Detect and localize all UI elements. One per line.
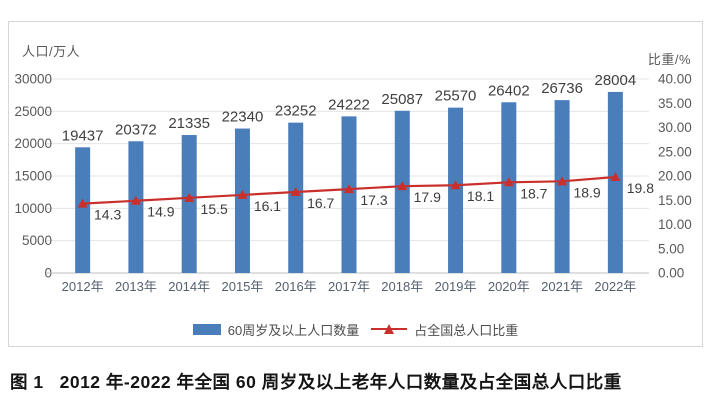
bar-value-label: 28004 [595, 72, 637, 89]
bar [288, 122, 304, 273]
bar [607, 91, 623, 273]
left-axis-tick-label: 30000 [14, 72, 52, 87]
chart-legend: 60周岁及以上人口数量 占全国总人口比重 [9, 320, 702, 338]
right-axis-title: 比重/% [647, 52, 691, 67]
bar [75, 147, 91, 273]
bar [501, 102, 517, 274]
line-value-label: 16.7 [307, 195, 334, 211]
figure-number: 图 1 [10, 372, 44, 392]
right-axis-tick-label: 15.00 [658, 193, 692, 208]
right-axis-tick-label: 35.00 [658, 96, 692, 111]
bar-value-label: 25570 [435, 88, 477, 105]
bar-value-label: 24222 [328, 96, 370, 113]
legend-item-bar-series: 60周岁及以上人口数量 [192, 320, 360, 339]
bar-value-label: 21335 [168, 115, 210, 132]
figure-caption: 图 1 2012 年-2022 年全国 60 周岁及以上老年人口数量及占全国总人口… [10, 369, 710, 394]
x-axis-label: 2015年 [221, 279, 263, 294]
x-axis-label: 2012年 [62, 279, 104, 294]
right-axis-tick-label: 5.00 [658, 241, 684, 256]
line-value-label: 14.3 [94, 207, 121, 223]
x-axis-label: 2019年 [435, 279, 477, 294]
x-axis-label: 2016年 [275, 279, 317, 294]
legend-label-line-series: 占全国总人口比重 [414, 322, 519, 338]
right-axis-tick-label: 20.00 [658, 169, 692, 184]
line-marker-icon [397, 181, 408, 191]
x-axis-label: 2014年 [168, 279, 210, 294]
bar-value-label: 22340 [222, 109, 264, 126]
x-axis-label: 2022年 [594, 279, 636, 294]
bar-value-label: 20372 [115, 121, 157, 138]
left-axis-tick-label: 5000 [22, 233, 52, 248]
line-marker-icon [344, 184, 354, 194]
legend-item-line-series: 占全国总人口比重 [371, 320, 518, 339]
combo-chart-plot: 0500010000150002000025000300000.005.0010… [14, 72, 692, 295]
line-marker-icon [503, 177, 514, 187]
bar [448, 107, 464, 273]
line-value-label: 18.1 [467, 188, 494, 204]
x-axis-label: 2018年 [381, 279, 423, 294]
bar [554, 100, 570, 273]
line-value-label: 19.8 [627, 180, 654, 196]
right-axis-tick-label: 30.00 [658, 120, 692, 135]
line-value-label: 18.9 [573, 184, 600, 200]
bar-value-label: 25087 [381, 91, 423, 108]
bar [181, 135, 197, 273]
bar [394, 110, 410, 273]
bar-value-label: 26402 [488, 82, 530, 99]
line-marker-icon [130, 195, 141, 205]
bar [234, 128, 250, 273]
line-marker-icon [557, 176, 568, 186]
x-axis-label: 2017年 [328, 279, 370, 294]
legend-label-bar-series: 60周岁及以上人口数量 [227, 322, 360, 338]
chart-area: 人口/万人 比重/% 0 5000 10000 15000 20000 25000 3000… [8, 21, 703, 347]
right-axis-tick-label: 25.00 [658, 144, 692, 159]
figure-title: 2012 年-2022 年全国 60 周岁及以上老年人口数量及占全国总人口比重 [59, 372, 622, 392]
line-marker-icon [237, 189, 248, 199]
line-marker-icon [610, 171, 621, 181]
line-value-label: 15.5 [201, 201, 228, 217]
bar-series-swatch-icon [192, 323, 221, 335]
right-axis-tick-label: 40.00 [658, 72, 692, 87]
left-axis-tick-label: 15000 [14, 169, 52, 184]
line-marker-icon [77, 198, 88, 208]
line-series-swatch-icon [371, 323, 408, 334]
bar-value-label: 23252 [275, 103, 317, 120]
bar-value-label: 26736 [541, 80, 583, 97]
x-axis-label: 2013年 [115, 279, 157, 294]
bar-value-label: 19437 [62, 127, 104, 144]
bar [341, 116, 357, 273]
x-axis-label: 2021年 [541, 279, 583, 294]
line-marker-icon [184, 192, 195, 202]
left-axis-tick-label: 25000 [14, 104, 52, 119]
line-value-label: 18.7 [520, 185, 547, 201]
x-axis-label: 2020年 [488, 279, 530, 294]
line-value-label: 17.3 [360, 192, 387, 208]
left-axis-tick-label: 10000 [14, 201, 52, 216]
right-axis-tick-label: 10.00 [658, 217, 692, 232]
right-axis-tick-label: 0.00 [658, 266, 684, 281]
line-value-label: 14.9 [147, 204, 174, 220]
line-marker-icon [290, 187, 301, 197]
left-axis-tick-label: 20000 [14, 136, 52, 151]
line-value-label: 16.1 [254, 198, 281, 214]
line-marker-icon [450, 180, 461, 190]
left-axis-title: 人口/万人 [22, 44, 81, 59]
bar [128, 141, 144, 273]
line-value-label: 17.9 [414, 189, 441, 205]
